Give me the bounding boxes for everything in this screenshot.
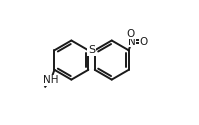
Text: O: O: [126, 29, 135, 39]
Text: S: S: [88, 45, 95, 55]
Text: O: O: [139, 37, 148, 47]
Text: NH: NH: [43, 75, 59, 85]
Text: N: N: [128, 37, 136, 47]
